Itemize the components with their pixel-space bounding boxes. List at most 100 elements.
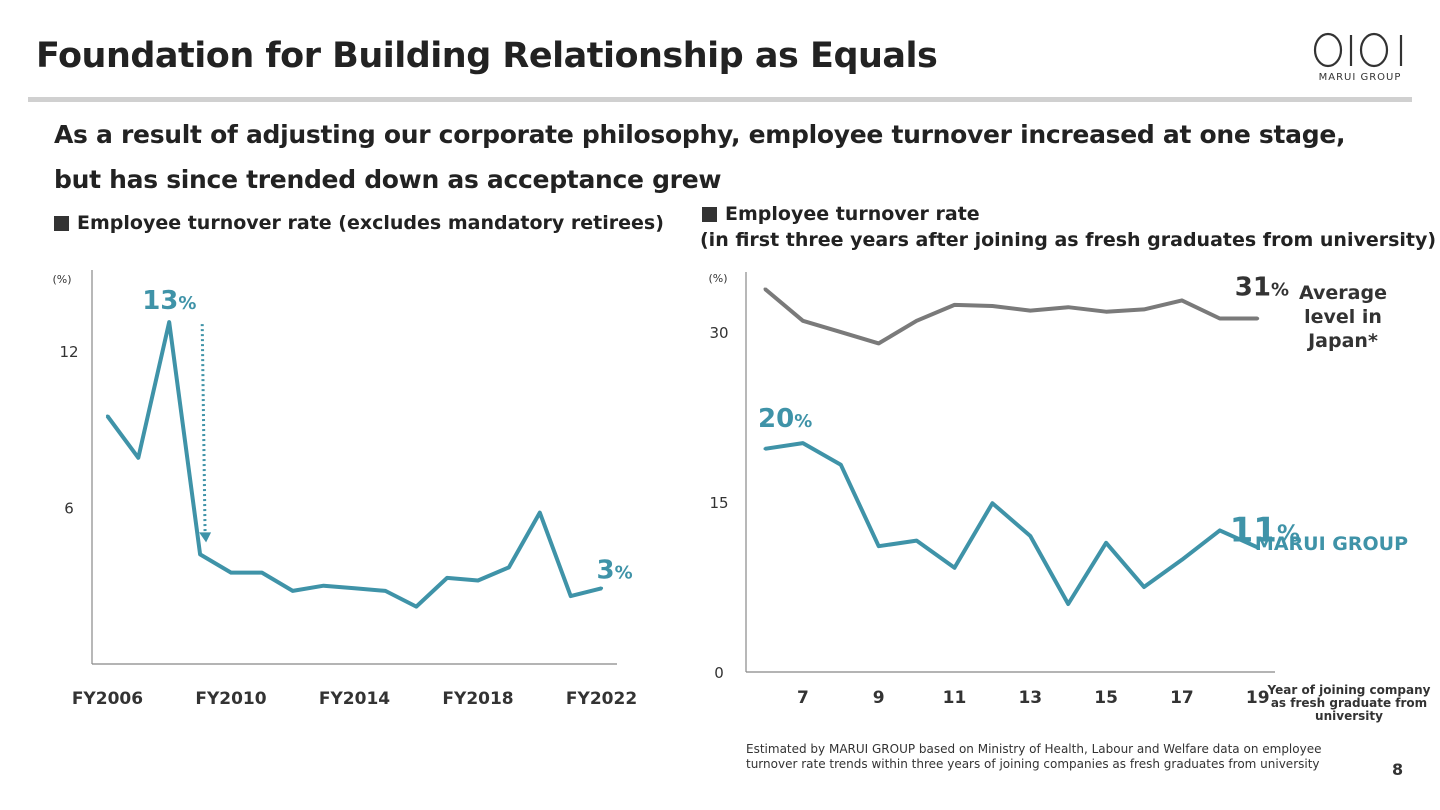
left-data-point (353, 586, 356, 590)
left-data-point (229, 571, 233, 575)
marui-group-line (764, 441, 1259, 606)
bullet-square-icon (702, 206, 717, 222)
marui-group-legend-label: MARUI GROUP (1255, 533, 1408, 555)
left-data-point (445, 576, 449, 580)
right-data-point (1180, 558, 1184, 562)
left-chart-title-text: Employee turnover rate (excludes mandato… (77, 212, 664, 234)
japan-average-line (763, 287, 1258, 346)
footnote-line-2: turnover rate trends within three years … (746, 757, 1320, 771)
left-turnover-chart: (%) 6 12 FY2006 FY2010 FY2014 FY2018 FY2022 13% 3… (52, 270, 637, 709)
peak-annotation: 13% (142, 286, 196, 316)
left-x-tick-label: FY2006 (72, 689, 143, 709)
left-data-point (105, 414, 109, 418)
right-data-point (1104, 310, 1108, 314)
left-x-tick-label: FY2018 (442, 689, 513, 709)
latest-value-annotation: 11% (1230, 510, 1300, 550)
right-data-point (839, 463, 843, 467)
right-chart-title-text: Employee turnover rate (725, 203, 980, 225)
left-data-point (538, 511, 542, 515)
left-data-point (260, 571, 264, 575)
right-data-point (801, 441, 805, 445)
headline-line-1: As a result of adjusting our corporate p… (54, 120, 1346, 149)
right-x-tick-label: 9 (873, 688, 885, 708)
right-y-tick-label: 0 (714, 664, 724, 682)
right-data-point (1256, 545, 1260, 549)
bullet-square-icon (54, 215, 69, 231)
right-data-point (1104, 541, 1108, 545)
page-number: 8 (1392, 760, 1404, 779)
right-x-axis-title-line: Year of joining company (1267, 683, 1431, 697)
right-data-point (763, 287, 767, 291)
right-data-point (1028, 309, 1032, 313)
decline-arrow-line (200, 324, 207, 535)
left-data-point (291, 589, 295, 593)
left-data-point (383, 589, 387, 593)
decline-arrow-head-icon (199, 532, 212, 543)
right-data-point (1218, 317, 1222, 321)
right-x-tick-label: 17 (1170, 688, 1194, 708)
right-data-point (953, 303, 956, 307)
left-y-tick-label: 6 (64, 499, 74, 517)
japan-average-legend-label: level in (1304, 306, 1382, 328)
right-data-point (1142, 307, 1146, 311)
right-data-point (877, 341, 881, 345)
right-data-point (1066, 305, 1070, 309)
right-chart-section-title: Employee turnover rate (702, 203, 980, 225)
right-x-axis-title-line: as fresh graduate from (1271, 696, 1427, 710)
japan-average-annotation: 31% (1235, 273, 1289, 303)
latest-annotation: 3% (597, 555, 633, 585)
right-x-tick-label: 19 (1246, 688, 1270, 708)
left-x-tick-label: FY2022 (566, 689, 637, 709)
right-data-point (877, 544, 881, 548)
logo-text: MARUI GROUP (1318, 72, 1402, 83)
right-data-point (915, 539, 919, 543)
right-data-point (915, 319, 919, 323)
left-y-unit: (%) (52, 273, 71, 286)
left-data-point (136, 456, 140, 460)
right-data-point (801, 319, 805, 323)
right-y-tick-label: 30 (709, 324, 728, 342)
left-chart-section-title: Employee turnover rate (excludes mandato… (54, 212, 664, 234)
left-data-point (198, 552, 202, 556)
left-y-tick-label: 12 (59, 343, 78, 361)
japan-average-legend-label: Average (1299, 282, 1387, 304)
right-y-tick-label: 15 (709, 494, 728, 512)
right-data-point (990, 501, 994, 505)
left-data-point (414, 605, 418, 609)
title-divider (28, 97, 1412, 102)
right-data-point (1218, 528, 1222, 532)
marui-group-logo: MARUI GROUP (1310, 32, 1410, 83)
right-data-point (1180, 298, 1184, 302)
right-data-point (953, 566, 956, 570)
page-title: Foundation for Building Relationship as … (36, 36, 938, 76)
left-x-tick-label: FY2010 (195, 689, 266, 709)
marui-logo-icon (1313, 32, 1403, 68)
right-x-tick-label: 13 (1018, 688, 1042, 708)
right-x-axis-title-line: university (1315, 709, 1383, 723)
right-data-point (1066, 602, 1070, 606)
left-x-tick-label: FY2014 (319, 689, 390, 709)
japan-average-legend-label: Japan* (1306, 330, 1378, 352)
left-data-point (600, 586, 604, 590)
left-data-point (322, 584, 326, 588)
right-data-point (839, 330, 843, 334)
right-data-point (990, 304, 994, 308)
left-data-point (507, 565, 511, 569)
footnote: Estimated by MARUI GROUP based on Minist… (746, 742, 1386, 772)
right-data-point (1142, 585, 1146, 589)
right-data-point (1256, 317, 1260, 321)
right-data-point (1028, 534, 1032, 538)
first-value-annotation: 20% (758, 404, 812, 434)
footnote-line-1: Estimated by MARUI GROUP based on Minist… (746, 742, 1322, 756)
right-chart-section-subtitle: (in first three years after joining as f… (700, 229, 1437, 251)
right-x-tick-label: 7 (797, 688, 809, 708)
right-data-point (763, 447, 767, 451)
left-data-point (569, 594, 573, 598)
left-data-point (476, 578, 480, 582)
right-x-tick-label: 11 (943, 688, 967, 708)
right-y-unit: (%) (708, 272, 727, 285)
headline-line-2: but has since trended down as acceptance… (54, 165, 722, 194)
right-x-tick-label: 15 (1094, 688, 1118, 708)
left-data-point (167, 320, 171, 324)
